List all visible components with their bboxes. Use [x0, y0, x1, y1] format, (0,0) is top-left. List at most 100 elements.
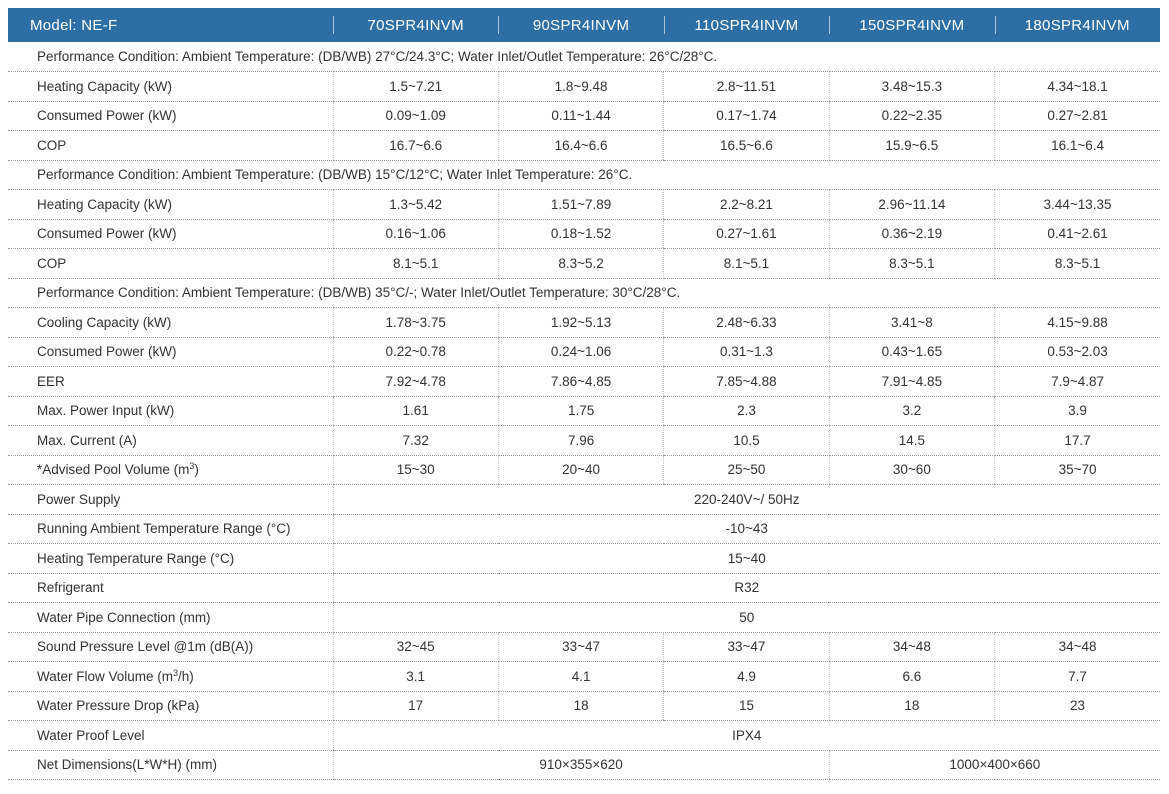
spec-label: Sound Pressure Level @1m (dB(A)) — [8, 632, 333, 662]
spec-value: 7.9~4.87 — [994, 366, 1160, 397]
spec-label: Consumed Power (kW) — [8, 101, 333, 131]
spec-row: COP 16.7~6.6 16.4~6.6 16.5~6.6 15.9~6.5 16.1~… — [8, 130, 1160, 161]
spec-value: 0.43~1.65 — [828, 337, 995, 367]
spec-value: 10.5 — [663, 425, 830, 456]
spec-row: EER 7.92~4.78 7.86~4.85 7.85~4.88 7.91~4.85 7… — [8, 366, 1160, 397]
spec-value: 1.75 — [497, 396, 664, 426]
spec-value: 4.34~18.1 — [994, 71, 1160, 102]
spec-value: 1.5~7.21 — [332, 71, 499, 102]
spec-value: 7.85~4.88 — [663, 366, 830, 397]
spec-label: Heating Capacity (kW) — [8, 189, 333, 220]
spec-value: 1.92~5.13 — [497, 307, 664, 338]
spec-value: 35~70 — [994, 455, 1160, 485]
spec-value: 7.7 — [994, 661, 1160, 692]
spec-value: 0.09~1.09 — [332, 101, 499, 131]
spec-row: Refrigerant R32 — [8, 573, 1160, 603]
spec-value: 0.18~1.52 — [497, 219, 664, 249]
spec-value: 2.96~11.14 — [828, 189, 995, 220]
spec-label-text: Sound Pressure Level @1m (dB(A)) — [37, 639, 254, 655]
spec-label: Max. Current (A) — [8, 425, 333, 456]
spec-row: Sound Pressure Level @1m (dB(A)) 32~45 33~… — [8, 632, 1160, 662]
spec-value-shared: 50 — [332, 602, 1160, 633]
spec-value: 2.3 — [663, 396, 830, 426]
spec-value: 0.17~1.74 — [663, 101, 830, 131]
spec-value: 8.3~5.1 — [994, 248, 1160, 279]
spec-label: Consumed Power (kW) — [8, 337, 333, 367]
spec-value: 2.2~8.21 — [663, 189, 830, 220]
spec-value-group: 910×355×620 — [332, 750, 830, 780]
performance-condition-row: Performance Condition: Ambient Temperatu… — [8, 278, 1160, 308]
spec-row: Power Supply 220-240V~/ 50Hz — [8, 484, 1160, 515]
spec-row: Cooling Capacity (kW) 1.78~3.75 1.92~5.13 2… — [8, 307, 1160, 338]
spec-label: COP — [8, 130, 333, 161]
spec-value: 0.53~2.03 — [994, 337, 1160, 367]
spec-row: Heating Temperature Range (°C) 15~40 — [8, 543, 1160, 574]
spec-value: 17.7 — [994, 425, 1160, 456]
spec-label: Water Pipe Connection (mm) — [8, 602, 333, 633]
model-column-header: 110SPR4INVM — [663, 8, 830, 42]
spec-label: EER — [8, 366, 333, 397]
spec-value: 4.9 — [663, 661, 830, 692]
spec-value: 3.48~15.3 — [828, 71, 995, 102]
spec-value: 3.1 — [332, 661, 499, 692]
spec-row: Net Dimensions(L*W*H) (mm) 910×355×620 100… — [8, 750, 1160, 780]
spec-value: 3.2 — [828, 396, 995, 426]
spec-value: 4.15~9.88 — [994, 307, 1160, 338]
spec-label: Consumed Power (kW) — [8, 219, 333, 249]
spec-value: 30~60 — [828, 455, 995, 485]
spec-value: 4.1 — [497, 661, 664, 692]
spec-value: 16.5~6.6 — [663, 130, 830, 161]
spec-value: 8.1~5.1 — [332, 248, 499, 279]
spec-label: Refrigerant — [8, 573, 333, 603]
spec-label-text: Consumed Power (kW) — [37, 226, 177, 242]
spec-row: Max. Current (A) 7.32 7.96 10.5 14.5 17.7 — [8, 425, 1160, 456]
performance-condition-row: Performance Condition: Ambient Temperatu… — [8, 160, 1160, 190]
spec-label-text: Consumed Power (kW) — [37, 108, 177, 124]
spec-value: 15~30 — [332, 455, 499, 485]
spec-value: 8.3~5.1 — [828, 248, 995, 279]
spec-label: Max. Power Input (kW) — [8, 396, 333, 426]
spec-value: 14.5 — [828, 425, 995, 456]
spec-value: 0.24~1.06 — [497, 337, 664, 367]
spec-value: 0.22~0.78 — [332, 337, 499, 367]
spec-label-text: Water Flow Volume (m — [37, 668, 174, 684]
spec-value: 17 — [332, 691, 499, 721]
spec-row: Water Pressure Drop (kPa) 17 18 15 18 23 — [8, 691, 1160, 721]
spec-label: Net Dimensions(L*W*H) (mm) — [8, 750, 333, 780]
spec-label-text: Refrigerant — [37, 580, 104, 596]
spec-label: COP — [8, 248, 333, 279]
spec-value: 16.7~6.6 — [332, 130, 499, 161]
spec-value: 16.4~6.6 — [497, 130, 664, 161]
spec-row: *Advised Pool Volume (m3) 15~30 20~40 25~50… — [8, 455, 1160, 485]
spec-label-suffix: ) — [194, 462, 199, 478]
unit-superscript: 3 — [189, 461, 195, 472]
spec-label: Cooling Capacity (kW) — [8, 307, 333, 338]
spec-value: 16.1~6.4 — [994, 130, 1160, 161]
spec-value: 1.61 — [332, 396, 499, 426]
spec-label-text: Heating Capacity (kW) — [37, 78, 173, 94]
spec-value: 0.27~2.81 — [994, 101, 1160, 131]
spec-label-text: COP — [37, 255, 67, 271]
spec-value-group: 1000×400×660 — [828, 750, 1160, 780]
spec-label: Water Proof Level — [8, 720, 333, 751]
spec-value: 25~50 — [663, 455, 830, 485]
spec-label-text: EER — [37, 373, 65, 389]
model-column-header: 150SPR4INVM — [829, 8, 995, 42]
spec-value: 7.86~4.85 — [497, 366, 664, 397]
spec-row: Consumed Power (kW) 0.16~1.06 0.18~1.52 0.2… — [8, 219, 1160, 249]
spec-value: 3.41~8 — [828, 307, 995, 338]
header-row: Model: NE-F 70SPR4INVM 90SPR4INVM 110SPR… — [8, 8, 1160, 42]
spec-label-text: Water Pressure Drop (kPa) — [37, 698, 200, 714]
spec-label-text: Water Pipe Connection (mm) — [37, 609, 211, 625]
performance-condition-text: Performance Condition: Ambient Temperatu… — [8, 278, 1160, 308]
spec-value: 7.92~4.78 — [332, 366, 499, 397]
spec-value: 0.41~2.61 — [994, 219, 1160, 249]
spec-label: Water Pressure Drop (kPa) — [8, 691, 333, 721]
spec-value: 0.27~1.61 — [663, 219, 830, 249]
spec-value: 33~47 — [497, 632, 664, 662]
spec-value: 32~45 — [332, 632, 499, 662]
spec-label-text: Water Proof Level — [37, 727, 145, 743]
spec-value-shared: 15~40 — [332, 543, 1160, 574]
spec-value: 33~47 — [663, 632, 830, 662]
spec-value: 1.51~7.89 — [497, 189, 664, 220]
